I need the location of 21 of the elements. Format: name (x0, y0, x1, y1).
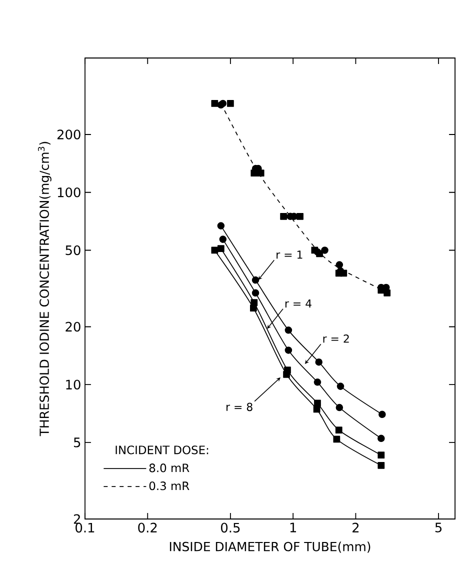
y-tick-label: 100 (58, 187, 80, 198)
x-tick-label: 2 (352, 522, 359, 532)
y-tick-label: 200 (57, 130, 80, 140)
annotation: r = 8 (226, 402, 252, 412)
x-tick-label: 5 (435, 522, 442, 532)
y-axis-title: THRESHOLD IODINE CONCENTRATION(mg/cm$^{3}$) (38, 142, 52, 436)
annotation: r = 2 (323, 334, 349, 343)
annotation: r = 4 (285, 300, 312, 308)
y-tick-label: 50 (66, 245, 80, 256)
x-tick-label: 0.5 (221, 522, 240, 533)
legend-label: 0.3 mR (149, 482, 190, 490)
x-tick-label: 0.2 (138, 522, 157, 533)
annotation: r = 1 (276, 250, 302, 259)
y-tick-label: 10 (66, 380, 80, 390)
legend-label: 8.0 mR (149, 464, 190, 472)
legend-title: INCIDENT DOSE: (116, 446, 208, 454)
x-axis-title: INSIDE DIAMETER OF TUBE(mm) (170, 542, 370, 553)
y-tick-label: 5 (74, 438, 80, 448)
y-tick-label: 20 (66, 322, 80, 332)
x-tick-label: 1 (290, 522, 296, 532)
x-tick-label: 0.1 (76, 522, 94, 533)
